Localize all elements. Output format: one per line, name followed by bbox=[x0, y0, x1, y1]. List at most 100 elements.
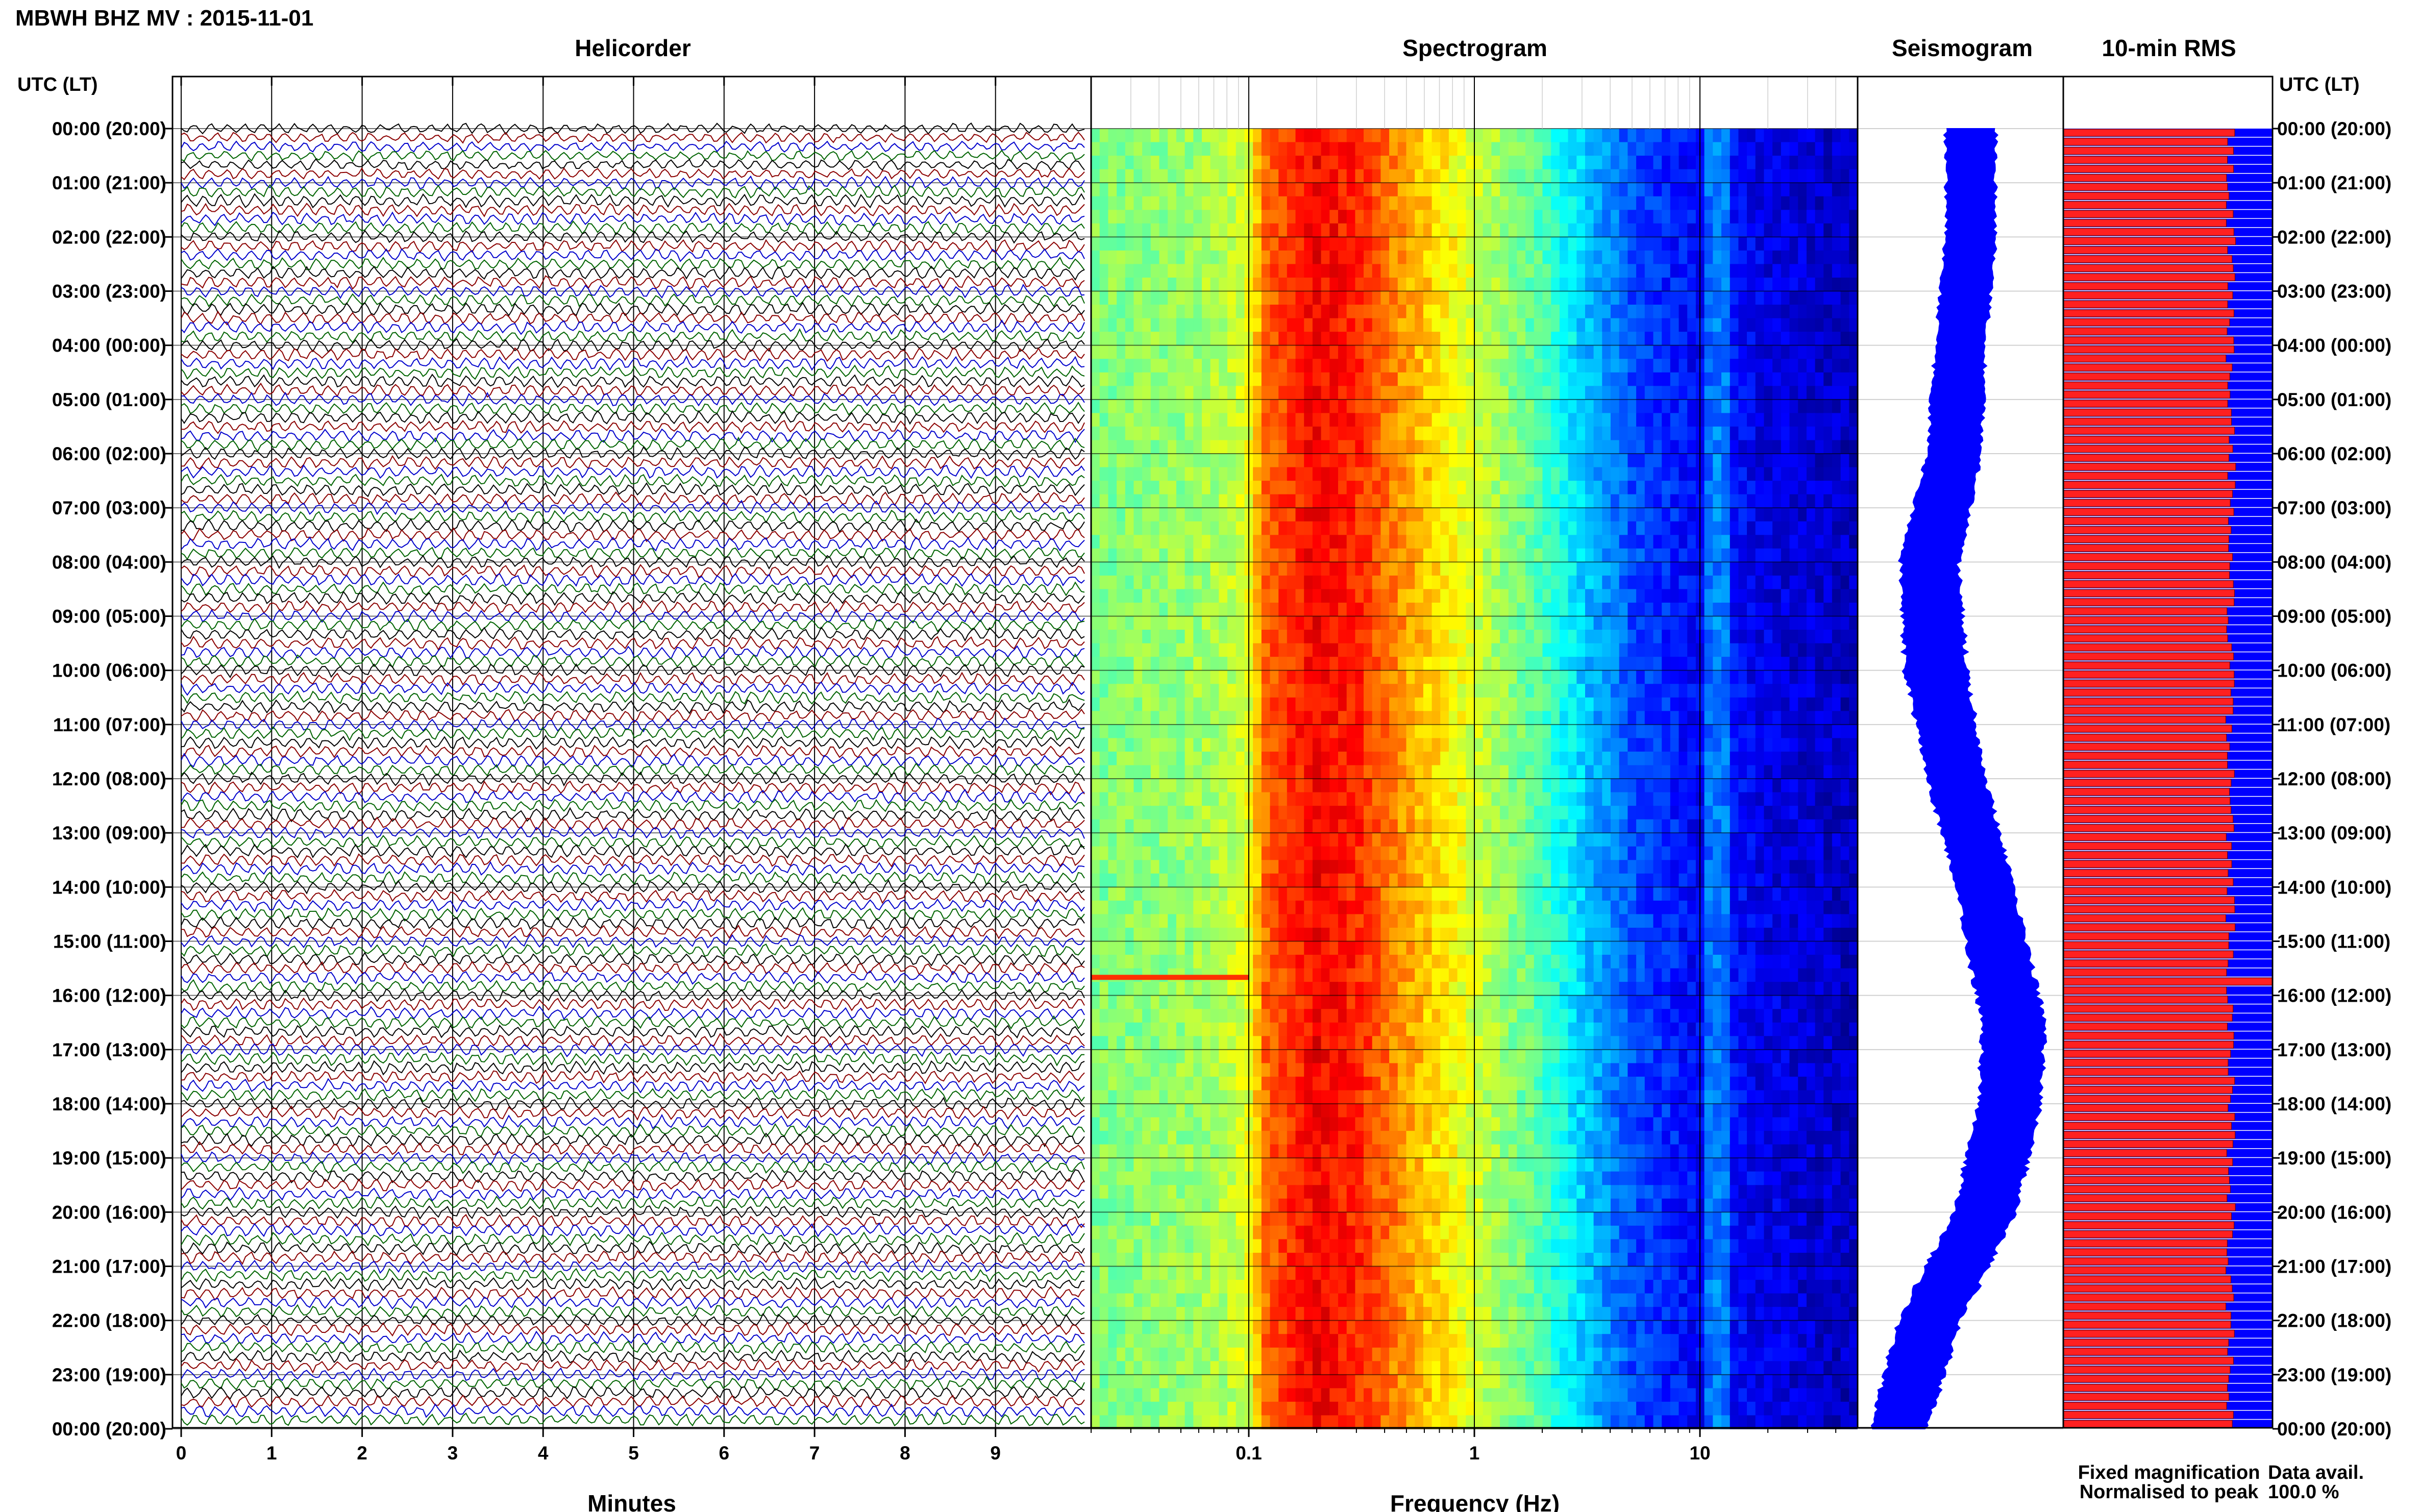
spectrogram-cell bbox=[1679, 806, 1688, 820]
spectrogram-cell bbox=[1253, 318, 1262, 332]
spectrogram-cell bbox=[1287, 250, 1296, 264]
spectrogram-cell bbox=[1840, 521, 1849, 535]
spectrogram-cell bbox=[1593, 278, 1602, 292]
spectrogram-cell bbox=[1193, 264, 1202, 278]
spectrogram-cell bbox=[1380, 183, 1390, 197]
spectrogram-cell bbox=[1295, 129, 1304, 143]
spectrogram-cell bbox=[1636, 291, 1645, 305]
spectrogram-cell bbox=[1806, 196, 1816, 210]
spectrogram-cell bbox=[1619, 575, 1628, 589]
spectrogram-cell bbox=[1713, 819, 1722, 833]
spectrogram-cell bbox=[1670, 697, 1680, 711]
spectrogram-cell bbox=[1815, 278, 1824, 292]
spectrogram-cell bbox=[1278, 779, 1288, 793]
spectrogram-cell bbox=[1832, 494, 1841, 508]
helicorder-trace-line bbox=[181, 193, 1085, 209]
spectrogram-cell bbox=[1704, 332, 1713, 346]
spectrogram-cell bbox=[1423, 494, 1433, 508]
spectrogram-cell bbox=[1593, 250, 1602, 264]
spectrogram-cell bbox=[1525, 819, 1535, 833]
spectrogram-cell bbox=[1517, 738, 1526, 752]
spectrogram-cell bbox=[1568, 264, 1577, 278]
spectrogram-cell bbox=[1397, 386, 1407, 400]
helicorder-trace-line bbox=[181, 302, 1085, 316]
spectrogram-cell bbox=[1602, 548, 1611, 562]
spectrogram-cell bbox=[1662, 440, 1671, 454]
spectrogram-cell bbox=[1772, 291, 1782, 305]
spectrogram-cell bbox=[1253, 724, 1262, 738]
spectrogram-cell bbox=[1806, 630, 1816, 644]
spectrogram-cell bbox=[1508, 196, 1518, 210]
spectrogram-cell bbox=[1261, 657, 1271, 671]
spectrogram-cell bbox=[1670, 156, 1680, 170]
spectrogram-cell bbox=[1415, 223, 1424, 237]
spectrogram-cell bbox=[1338, 792, 1347, 806]
spectrogram-cell bbox=[1150, 819, 1160, 833]
spectrogram-cell bbox=[1585, 792, 1594, 806]
spectrogram-cell bbox=[1364, 521, 1373, 535]
spectrogram-cell bbox=[1193, 481, 1202, 495]
spectrogram-cell bbox=[1679, 156, 1688, 170]
spectrogram-cell bbox=[1210, 521, 1219, 535]
spectrogram-cell bbox=[1593, 630, 1602, 644]
spectrogram-cell bbox=[1287, 223, 1296, 237]
spectrogram-cell bbox=[1704, 129, 1713, 143]
spectrogram-cell bbox=[1619, 508, 1628, 522]
spectrogram-cell bbox=[1278, 169, 1288, 183]
spectrogram-cell bbox=[1397, 630, 1407, 644]
spectrogram-cell bbox=[1611, 765, 1620, 779]
spectrogram-cell bbox=[1355, 291, 1364, 305]
spectrogram-cell bbox=[1653, 738, 1662, 752]
spectrogram-cell bbox=[1602, 481, 1611, 495]
spectrogram-cell bbox=[1380, 467, 1390, 481]
spectrogram-cell bbox=[1525, 494, 1535, 508]
spectrogram-cell bbox=[1815, 521, 1824, 535]
spectrogram-cell bbox=[1764, 481, 1773, 495]
spectrogram-cell bbox=[1559, 494, 1569, 508]
spectrogram-cell bbox=[1636, 359, 1645, 373]
spectrogram-cell bbox=[1483, 494, 1492, 508]
spectrogram-cell bbox=[1491, 630, 1500, 644]
spectrogram-cell bbox=[1849, 508, 1858, 522]
spectrogram-cell bbox=[1679, 724, 1688, 738]
spectrogram-cell bbox=[1133, 399, 1143, 413]
spectrogram-panel: 0.1 1 10 Frequency (Hz) bbox=[1090, 76, 1859, 1512]
time-tick-right: 06:00 (02:00) bbox=[2277, 443, 2391, 464]
spectrogram-cell bbox=[1236, 819, 1245, 833]
spectrogram-cell bbox=[1091, 318, 1100, 332]
spectrogram-cell bbox=[1704, 548, 1713, 562]
spectrogram-cell bbox=[1091, 724, 1100, 738]
helicorder-trace-line bbox=[181, 419, 1085, 434]
spectrogram-cell bbox=[1159, 779, 1168, 793]
spectrogram-cell bbox=[1840, 386, 1849, 400]
spectrogram-cell bbox=[1227, 318, 1237, 332]
spectrogram-cell bbox=[1168, 210, 1177, 224]
spectrogram-cell bbox=[1551, 399, 1560, 413]
spectrogram-cell bbox=[1380, 250, 1390, 264]
spectrogram-cell bbox=[1440, 169, 1449, 183]
spectrogram-cell bbox=[1346, 264, 1355, 278]
spectrogram-cell bbox=[1551, 806, 1560, 820]
spectrogram-cell bbox=[1679, 250, 1688, 264]
spectrogram-cell bbox=[1227, 237, 1237, 251]
spectrogram-cell bbox=[1764, 250, 1773, 264]
spectrogram-cell bbox=[1500, 630, 1509, 644]
spectrogram-cell bbox=[1142, 386, 1151, 400]
spectrogram-cell bbox=[1321, 183, 1330, 197]
spectrogram-cell bbox=[1150, 657, 1160, 671]
spectrogram-cell bbox=[1670, 806, 1680, 820]
spectrogram-cell bbox=[1508, 711, 1518, 725]
spectrogram-cell bbox=[1346, 575, 1355, 589]
spectrogram-cell bbox=[1117, 237, 1126, 251]
spectrogram-cell bbox=[1380, 440, 1390, 454]
helicorder-trace-line bbox=[181, 734, 1085, 750]
spectrogram-cell bbox=[1627, 806, 1637, 820]
spectrogram-cell bbox=[1270, 440, 1279, 454]
spectrogram-cell bbox=[1568, 751, 1577, 765]
spectrogram-cell bbox=[1466, 291, 1475, 305]
spectrogram-cell bbox=[1636, 454, 1645, 468]
spectrogram-cell bbox=[1593, 724, 1602, 738]
spectrogram-cell bbox=[1815, 657, 1824, 671]
spectrogram-cell bbox=[1602, 670, 1611, 684]
spectrogram-cell bbox=[1108, 440, 1117, 454]
